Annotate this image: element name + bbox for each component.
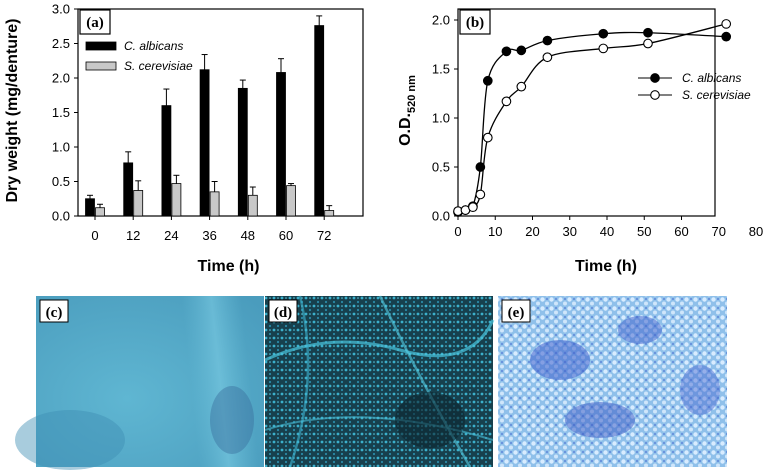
y-axis-label-main: O.D. — [397, 113, 414, 146]
bar — [95, 207, 105, 217]
x-axis-label: Time (h) — [198, 258, 260, 275]
legend-marker — [650, 73, 660, 83]
x-tick-label: 30 — [563, 224, 577, 239]
data-point — [721, 31, 732, 42]
data-point — [721, 19, 732, 29]
y-tick-label: 0.0 — [432, 209, 450, 224]
data-point — [542, 52, 553, 63]
bar — [237, 87, 248, 217]
y-tick-label: 2.0 — [432, 13, 450, 28]
photo-panel-e: (e) — [498, 296, 727, 467]
bar — [133, 190, 144, 217]
x-tick-label: 48 — [241, 228, 255, 243]
bar-chart-panel: 0.00.51.01.52.02.53.0 0 12 24 36 48 60 72 (a) … — [4, 2, 364, 275]
x-tick-label: 40 — [600, 224, 614, 239]
data-point — [475, 162, 486, 172]
y-axis-label: O.D.520 nm — [397, 75, 418, 146]
y-tick-label: 1.5 — [52, 105, 70, 120]
x-tick-label: 24 — [164, 228, 178, 243]
photo-label: (d) — [274, 305, 292, 321]
x-tick-label: 72 — [317, 228, 331, 243]
series-line — [457, 31, 727, 213]
photo-label: (e) — [508, 305, 525, 321]
y-axis: 0.0 0.5 1.0 1.5 2.0 — [432, 13, 458, 224]
x-tick-label: 10 — [488, 224, 502, 239]
bar-series — [85, 15, 335, 217]
y-tick-label: 3.0 — [52, 2, 70, 17]
y-tick-label: 0.0 — [52, 209, 70, 224]
bar — [199, 69, 210, 217]
series-line — [457, 23, 727, 212]
data-point — [598, 43, 609, 54]
photo-label: (c) — [46, 305, 63, 321]
bar — [161, 105, 172, 217]
legend: C. albicans S. cerevisiae — [638, 71, 751, 102]
line-chart-panel: 0.0 0.5 1.0 1.5 2.0 0 10 20 30 40 50 60 70 80 (b) C.… — [397, 8, 763, 275]
bar — [247, 194, 258, 217]
y-tick-label: 1.5 — [432, 62, 450, 77]
x-tick-label: 0 — [454, 224, 461, 239]
y-tick-label: 1.0 — [52, 140, 70, 155]
y-tick-label: 2.5 — [52, 36, 70, 51]
x-tick-label: 60 — [674, 224, 688, 239]
data-point — [501, 96, 512, 107]
data-point — [482, 75, 493, 86]
data-point — [468, 202, 478, 213]
x-axis-label: Time (h) — [575, 258, 637, 275]
y-axis-label-sub: 520 nm — [406, 75, 418, 113]
panel-label-box — [79, 9, 111, 35]
y-tick-label: 0.5 — [52, 174, 70, 189]
photo-panel-d: (d) — [264, 295, 495, 468]
plot-frame — [457, 8, 716, 217]
bar — [85, 198, 95, 217]
legend-label: C. albicans — [682, 71, 741, 85]
data-point — [643, 38, 653, 49]
y-tick-label: 2.0 — [52, 71, 70, 86]
panel-label: (a) — [86, 15, 104, 31]
data-point — [516, 45, 527, 56]
data-point — [501, 46, 512, 57]
bar — [123, 162, 134, 217]
y-axis-label: Dry weight (mg/denture) — [4, 18, 21, 202]
x-tick-label: 36 — [202, 228, 216, 243]
data-point — [475, 189, 486, 200]
bar — [314, 25, 325, 217]
x-tick-label: 70 — [712, 224, 726, 239]
y-axis: 0.0 0.5 1.0 1.5 2.0 2.5 3.0 — [52, 2, 78, 224]
x-tick-label: 0 — [91, 228, 98, 243]
data-point — [643, 27, 653, 38]
panel-label-box — [459, 9, 491, 35]
y-tick-label: 0.5 — [432, 160, 450, 175]
legend-swatch — [85, 41, 117, 51]
legend-label: S. cerevisiae — [682, 88, 751, 102]
legend-swatch — [85, 61, 117, 71]
bar — [324, 210, 335, 217]
legend-label: S. cerevisiae — [124, 59, 193, 73]
line-series — [453, 19, 732, 217]
bar — [171, 183, 182, 217]
bar — [286, 185, 296, 217]
x-axis: 0 10 20 30 40 50 60 70 80 — [454, 216, 763, 239]
bar — [276, 72, 286, 217]
data-point — [598, 28, 609, 39]
x-tick-label: 20 — [525, 224, 539, 239]
x-tick-label: 60 — [279, 228, 293, 243]
legend-label: C. albicans — [124, 39, 183, 53]
x-tick-label: 50 — [637, 224, 651, 239]
panel-label: (b) — [466, 15, 484, 31]
x-tick-label: 12 — [126, 228, 140, 243]
data-point — [516, 81, 527, 92]
legend-marker — [650, 90, 660, 100]
photo-panel-c: (c) — [15, 296, 264, 470]
x-axis: 0 12 24 36 48 60 72 — [91, 216, 331, 243]
y-tick-label: 1.0 — [432, 111, 450, 126]
x-tick-label: 80 — [749, 224, 763, 239]
bar — [209, 191, 220, 217]
data-point — [482, 132, 493, 143]
data-point — [542, 35, 553, 46]
legend: C. albicans S. cerevisiae — [85, 39, 193, 73]
